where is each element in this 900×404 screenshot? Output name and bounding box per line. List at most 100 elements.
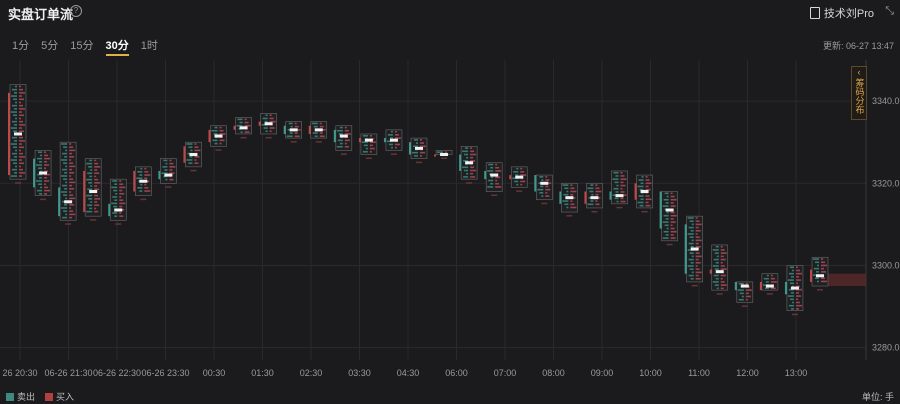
buy-volume-cell [119, 183, 124, 185]
buy-volume-cell [470, 153, 477, 156]
unit-label: 单位: 手 [861, 392, 894, 402]
sell-volume-cell [390, 146, 393, 149]
delta-marker [591, 210, 598, 213]
buy-volume-cell [69, 207, 72, 209]
buy-volume-cell [620, 184, 626, 187]
tab-5min[interactable]: 5分 [41, 40, 59, 52]
buy-volume-cell [69, 152, 73, 155]
sell-volume-cell [787, 295, 794, 297]
buy-volume-cell [69, 203, 75, 206]
buy-volume-cell [194, 149, 201, 152]
candle-body [434, 154, 437, 157]
tool-link-button[interactable]: 技术刘Pro [809, 5, 874, 21]
buy-volume-cell [720, 261, 723, 264]
tab-30min[interactable]: 30分 [105, 37, 129, 56]
candle-body [183, 146, 186, 163]
sell-volume-cell [337, 139, 343, 142]
buy-volume-cell [69, 171, 75, 174]
candle-body [283, 125, 286, 134]
buy-volume-cell [44, 161, 48, 163]
buy-volume-cell [595, 203, 600, 206]
sell-volume-cell [488, 179, 494, 182]
legend-sell-label: 卖出 [17, 392, 36, 402]
sell-volume-cell [186, 159, 193, 161]
buy-volume-cell [19, 159, 22, 161]
buy-volume-cell [194, 162, 199, 164]
collapse-icon[interactable]: ⤡ [885, 5, 894, 17]
buy-volume-cell [69, 197, 76, 200]
buy-volume-cell [94, 172, 100, 175]
buy-volume-cell [695, 277, 701, 280]
sell-volume-cell [14, 140, 17, 142]
sell-volume-cell [666, 227, 669, 230]
sell-volume-cell [388, 143, 393, 146]
sell-volume-cell [765, 281, 769, 283]
buy-volume-cell [720, 252, 727, 254]
sell-volume-cell [662, 237, 669, 239]
sell-volume-cell [65, 165, 68, 168]
sell-volume-cell [339, 142, 343, 145]
delta-marker [140, 198, 147, 201]
sell-volume-cell [637, 201, 644, 204]
sell-volume-cell [716, 287, 719, 290]
sell-volume-cell [13, 98, 17, 101]
sell-volume-cell [63, 210, 68, 212]
tab-1min[interactable]: 1分 [12, 40, 30, 52]
buy-volume-cell [69, 168, 73, 171]
buy-volume-cell [219, 126, 222, 129]
sell-volume-cell [36, 164, 43, 166]
candle-body [509, 175, 512, 180]
buy-volume-cell [294, 122, 297, 125]
sell-volume-cell [162, 166, 168, 168]
buy-volume-cell [445, 151, 448, 154]
sell-volume-cell [64, 171, 68, 174]
sell-volume-cell [12, 136, 17, 139]
sell-volume-cell [12, 152, 17, 155]
sell-volume-cell [65, 213, 68, 216]
buy-volume-cell [44, 170, 49, 173]
buy-volume-cell [795, 266, 798, 269]
candle-body [810, 269, 812, 282]
sell-volume-cell [336, 145, 343, 148]
poc-marker [590, 196, 599, 200]
buy-volume-cell [69, 143, 72, 145]
sell-volume-cell [715, 245, 719, 248]
tab-1hour[interactable]: 1时 [140, 40, 158, 52]
buy-volume-cell [369, 144, 373, 147]
sell-volume-cell [788, 288, 794, 291]
footprint-box [611, 170, 628, 205]
x-tick-label: 09:00 [591, 368, 614, 376]
buy-volume-cell [670, 224, 673, 227]
candle-body [208, 129, 211, 143]
sell-volume-cell [665, 234, 669, 236]
delta-marker [766, 293, 773, 295]
footprint-chart[interactable]: 3340.0 3320.0 3300.0 3280.0 26 20:30 06-26 21… [0, 56, 900, 376]
buy-volume-cell [795, 282, 798, 285]
sell-volume-cell [487, 170, 494, 172]
buy-volume-cell [795, 295, 801, 297]
buy-volume-cell [69, 187, 75, 190]
buy-volume-cell [169, 166, 176, 168]
delta-marker [15, 182, 21, 184]
buy-volume-cell [219, 142, 222, 145]
poc-marker [465, 161, 474, 165]
sell-volume-cell [416, 142, 418, 144]
buy-volume-cell [645, 185, 649, 188]
sell-volume-cell [40, 170, 43, 173]
poc-marker [14, 132, 22, 136]
buy-volume-cell [695, 268, 700, 270]
x-tick-label: 06-26 21:30 [44, 368, 92, 376]
buy-volume-cell [394, 137, 401, 139]
buy-volume-cell [745, 282, 748, 285]
buy-volume-cell [420, 145, 426, 148]
candle-body [358, 138, 361, 143]
buy-volume-cell [670, 237, 676, 239]
poc-marker [389, 138, 398, 142]
delta-marker [165, 186, 172, 188]
help-icon[interactable]: ? [70, 5, 82, 17]
chip-distribution-button[interactable]: ‹ 筹码分布 [851, 66, 867, 120]
sell-volume-cell [664, 192, 669, 195]
sell-volume-cell [11, 95, 17, 97]
tab-15min[interactable]: 15分 [70, 40, 94, 52]
sell-volume-cell [313, 125, 318, 128]
